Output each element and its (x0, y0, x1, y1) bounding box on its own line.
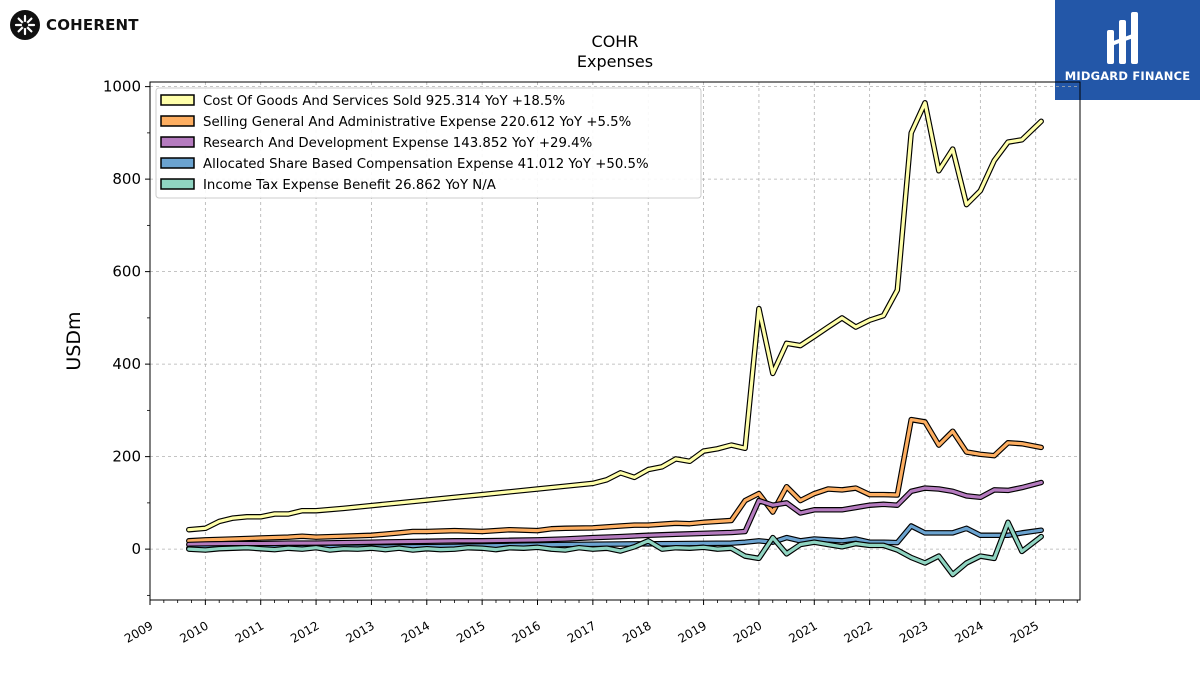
x-tick-label: 2024 (952, 618, 985, 645)
x-tick-label: 2012 (288, 618, 321, 645)
x-tick-label: 2013 (343, 618, 376, 645)
x-tick-label: 2011 (233, 618, 266, 645)
legend-swatch (160, 115, 195, 127)
y-tick-label: 800 (112, 170, 141, 188)
x-tick-label: 2010 (177, 618, 210, 645)
x-tick-label: 2019 (676, 618, 709, 645)
x-tick-label: 2015 (454, 618, 487, 645)
legend-swatch (160, 94, 195, 106)
legend-swatch (160, 178, 195, 190)
chart-title: COHR (591, 32, 639, 51)
y-tick-label: 600 (112, 263, 141, 281)
x-tick-label: 2022 (842, 618, 875, 645)
series-outline (186, 416, 1044, 544)
legend-entry-label: Allocated Share Based Compensation Expen… (203, 157, 649, 172)
series-line-5 (186, 519, 1044, 578)
chart-title-block: COHR Expenses (515, 32, 715, 72)
series-stroke (187, 520, 1043, 577)
chart-subtitle: Expenses (576, 52, 654, 71)
series-line-2 (186, 416, 1044, 544)
coherent-logo-icon (10, 10, 40, 40)
x-tick-label: 2009 (122, 618, 155, 645)
x-tick-label: 2014 (399, 618, 432, 645)
series-stroke (187, 101, 1043, 532)
legend-entry-label: Cost Of Goods And Services Sold 925.314 … (203, 94, 565, 109)
legend-swatch (160, 157, 195, 169)
x-tick-label: 2020 (731, 618, 764, 645)
x-tick-label: 2021 (786, 618, 819, 645)
x-tick-label: 2025 (1008, 618, 1041, 645)
y-axis-label: USDm (63, 311, 85, 370)
x-tick-label: 2016 (510, 618, 543, 645)
x-tick-label: 2017 (565, 618, 598, 645)
legend-swatch (160, 136, 195, 148)
y-tick-label: 0 (131, 540, 141, 558)
x-tick-label: 2018 (620, 618, 653, 645)
midgard-logo-icon (1107, 12, 1138, 64)
brand-logo: MIDGARD FINANCE (1055, 0, 1200, 100)
series-line-3 (186, 479, 1044, 548)
legend-entry-label: Research And Development Expense 143.852… (203, 136, 592, 151)
legend-box (155, 87, 702, 199)
legend: Cost Of Goods And Services Sold 925.314 … (155, 87, 702, 199)
plot-frame (149, 81, 1081, 601)
y-tick-label: 400 (112, 355, 141, 373)
x-tick-label: 2023 (897, 618, 930, 645)
y-tick-label: 200 (112, 448, 141, 466)
company-logo-text: COHERENT (46, 16, 139, 34)
company-logo: COHERENT (10, 10, 139, 40)
series-line-1 (186, 100, 1044, 533)
legend-entry-label: Selling General And Administrative Expen… (203, 115, 631, 130)
series-stroke (187, 418, 1043, 543)
y-tick-label: 1000 (103, 78, 141, 96)
series-stroke (187, 480, 1043, 547)
legend-entry-label: Income Tax Expense Benefit 26.862 YoY N/… (203, 178, 496, 193)
brand-name: MIDGARD FINANCE (1064, 69, 1191, 83)
